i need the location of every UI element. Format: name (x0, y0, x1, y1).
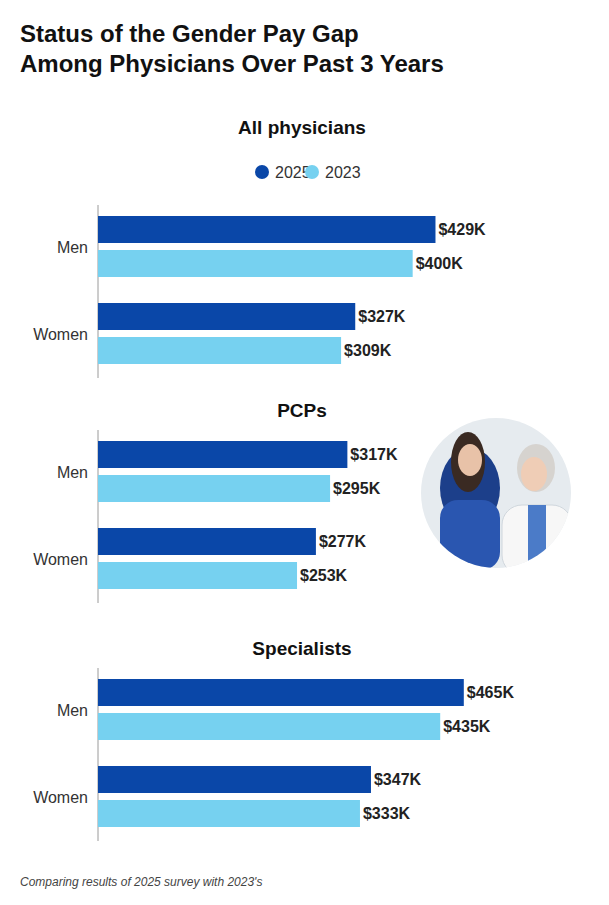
bar (98, 250, 413, 277)
bar (98, 713, 440, 740)
bar (98, 800, 360, 827)
category-label: Women (33, 789, 88, 806)
data-label: $429K (438, 221, 486, 238)
photo-shape (528, 505, 546, 575)
bar (98, 303, 355, 330)
photo-shape (451, 432, 485, 492)
bar (98, 562, 297, 589)
bar (98, 528, 316, 555)
bar (98, 441, 347, 468)
data-label: $277K (319, 533, 367, 550)
category-label: Women (33, 326, 88, 343)
category-label: Men (57, 239, 88, 256)
panel: All physicians20252023Men$429K$400KWomen… (33, 117, 486, 378)
data-label: $317K (350, 446, 398, 463)
photo-shape (502, 505, 572, 575)
category-label: Women (33, 551, 88, 568)
data-label: $465K (467, 684, 515, 701)
photo-shape (458, 444, 482, 476)
bar (98, 679, 464, 706)
data-label: $253K (300, 567, 348, 584)
bar (98, 475, 330, 502)
panel-title: Specialists (252, 638, 351, 659)
panel: PCPs Men $317K $295K Women $277K $253K (33, 400, 398, 603)
photo-shape (521, 457, 547, 491)
legend-swatch (255, 165, 269, 179)
panel-title: PCPs (277, 400, 327, 421)
chart: Status of the Gender Pay Gap Among Physic… (0, 0, 609, 905)
title-line: Status of the Gender Pay Gap (20, 20, 359, 47)
bars (98, 679, 464, 827)
data-label: $347K (374, 771, 422, 788)
bar (98, 216, 435, 243)
panel-title: All physicians (238, 117, 366, 138)
bars (98, 441, 347, 589)
title-line: Among Physicians Over Past 3 Years (20, 50, 444, 77)
title: Status of the Gender Pay Gap Among Physic… (20, 20, 444, 77)
bar (98, 766, 371, 793)
data-label: $295K (333, 480, 381, 497)
category-label: Men (57, 464, 88, 481)
photo (421, 418, 572, 575)
data-label: $435K (443, 718, 491, 735)
data-label: $309K (344, 342, 392, 359)
photo-shape (517, 444, 555, 492)
legend-label: 2023 (325, 164, 361, 181)
footnote: Comparing results of 2025 survey with 20… (20, 875, 262, 889)
bar (98, 337, 341, 364)
photo-content (421, 418, 572, 575)
category-label: Men (57, 702, 88, 719)
data-label: $327K (358, 308, 406, 325)
legend-swatch (305, 165, 319, 179)
bars (98, 216, 435, 364)
data-label: $400K (416, 255, 464, 272)
photo-shape (440, 500, 500, 570)
data-label: $333K (363, 805, 411, 822)
panel: Specialists Men $465K $435K Women $347K $333K (33, 638, 514, 841)
